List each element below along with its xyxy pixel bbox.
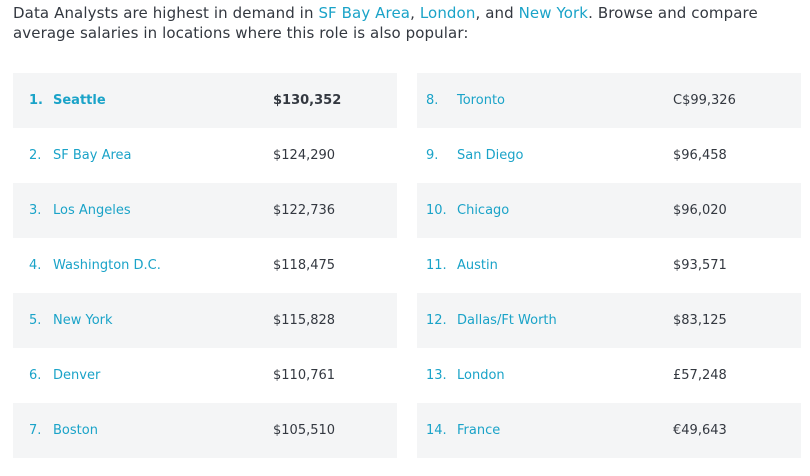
salary-value: $122,736 [273, 203, 336, 218]
salary-value: $110,761 [273, 368, 336, 383]
link-sf-bay-area[interactable]: SF Bay Area [318, 4, 411, 22]
city-link[interactable]: New York [53, 313, 113, 328]
rank-number: 3. [29, 203, 42, 218]
rank-number: 9. [426, 148, 439, 163]
location-row: 11. Austin $93,571 [417, 238, 801, 293]
city-link[interactable]: Washington D.C. [53, 258, 161, 273]
location-row: 7. Boston $105,510 [13, 403, 397, 458]
intro-prefix: Data Analysts are highest in demand in [13, 4, 319, 22]
intro-suffix: . Browse and compare average salaries in… [13, 4, 758, 42]
city-link[interactable]: Dallas/Ft Worth [457, 313, 557, 328]
location-row: 13. London £57,248 [417, 348, 801, 403]
rank-number: 11. [426, 258, 447, 273]
salary-value: $118,475 [273, 258, 336, 273]
salary-value: $96,458 [673, 148, 727, 163]
salary-value: C$99,326 [673, 93, 736, 108]
rank-number: 14. [426, 423, 447, 438]
rank-number: 13. [426, 368, 447, 383]
location-row: 8. Toronto C$99,326 [417, 73, 801, 128]
city-link[interactable]: Seattle [53, 93, 106, 108]
location-row: 14. France €49,643 [417, 403, 801, 458]
city-link[interactable]: Austin [457, 258, 498, 273]
rank-number: 5. [29, 313, 42, 328]
location-row: 4. Washington D.C. $118,475 [13, 238, 397, 293]
salary-value: $124,290 [273, 148, 336, 163]
location-row: 12. Dallas/Ft Worth $83,125 [417, 293, 801, 348]
intro-separator: , and [475, 4, 519, 22]
location-row: 1. Seattle $130,352 [13, 73, 397, 128]
city-link[interactable]: Denver [53, 368, 101, 383]
rank-number: 8. [426, 93, 439, 108]
rank-number: 6. [29, 368, 42, 383]
intro-separator: , [410, 4, 420, 22]
city-link[interactable]: London [457, 368, 505, 383]
salary-value: $130,352 [273, 93, 342, 108]
salary-value: €49,643 [673, 423, 727, 438]
salary-value: $83,125 [673, 313, 727, 328]
city-link[interactable]: Los Angeles [53, 203, 131, 218]
salary-value: $96,020 [673, 203, 727, 218]
salary-value: £57,248 [673, 368, 727, 383]
city-link[interactable]: San Diego [457, 148, 524, 163]
rank-number: 2. [29, 148, 42, 163]
salary-value: $93,571 [673, 258, 727, 273]
link-london[interactable]: London [419, 4, 476, 22]
location-row: 2. SF Bay Area $124,290 [13, 128, 397, 183]
city-link[interactable]: SF Bay Area [53, 148, 132, 163]
rank-number: 10. [426, 203, 447, 218]
salary-value: $115,828 [273, 313, 336, 328]
location-row: 5. New York $115,828 [13, 293, 397, 348]
rank-number: 1. [29, 93, 43, 108]
locations-column-left: 1. Seattle $130,352 2. SF Bay Area $124,… [13, 73, 397, 458]
locations-column-right: 8. Toronto C$99,326 9. San Diego $96,458… [417, 73, 801, 458]
link-new-york[interactable]: New York [518, 4, 589, 22]
city-link[interactable]: Chicago [457, 203, 510, 218]
location-row: 6. Denver $110,761 [13, 348, 397, 403]
city-link[interactable]: France [457, 423, 501, 438]
salary-value: $105,510 [273, 423, 336, 438]
city-link[interactable]: Boston [53, 423, 98, 438]
rank-number: 7. [29, 423, 42, 438]
location-row: 3. Los Angeles $122,736 [13, 183, 397, 238]
intro-text: Data Analysts are highest in demand in S… [13, 3, 803, 43]
location-row: 10. Chicago $96,020 [417, 183, 801, 238]
location-row: 9. San Diego $96,458 [417, 128, 801, 183]
rank-number: 4. [29, 258, 42, 273]
city-link[interactable]: Toronto [457, 93, 505, 108]
rank-number: 12. [426, 313, 447, 328]
